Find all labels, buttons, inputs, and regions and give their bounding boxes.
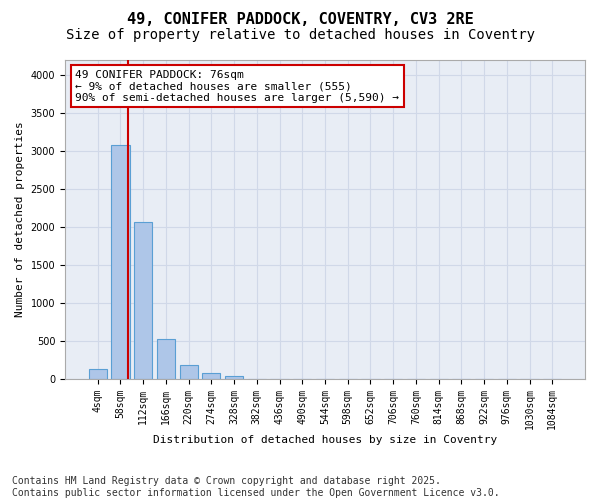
Bar xyxy=(157,339,175,378)
Text: 49, CONIFER PADDOCK, COVENTRY, CV3 2RE: 49, CONIFER PADDOCK, COVENTRY, CV3 2RE xyxy=(127,12,473,28)
Bar xyxy=(225,376,243,378)
Text: Size of property relative to detached houses in Coventry: Size of property relative to detached ho… xyxy=(65,28,535,42)
X-axis label: Distribution of detached houses by size in Coventry: Distribution of detached houses by size … xyxy=(153,435,497,445)
Bar xyxy=(202,374,220,378)
Bar xyxy=(89,368,107,378)
Bar xyxy=(112,145,130,378)
Bar xyxy=(179,364,198,378)
Text: 49 CONIFER PADDOCK: 76sqm
← 9% of detached houses are smaller (555)
90% of semi-: 49 CONIFER PADDOCK: 76sqm ← 9% of detach… xyxy=(76,70,400,103)
Y-axis label: Number of detached properties: Number of detached properties xyxy=(15,122,25,317)
Text: Contains HM Land Registry data © Crown copyright and database right 2025.
Contai: Contains HM Land Registry data © Crown c… xyxy=(12,476,500,498)
Bar xyxy=(134,222,152,378)
